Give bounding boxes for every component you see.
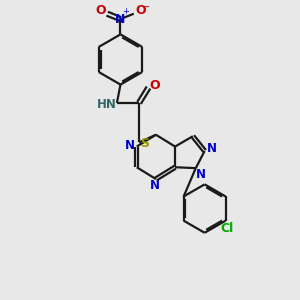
Text: S: S bbox=[140, 137, 149, 150]
Text: HN: HN bbox=[97, 98, 116, 111]
Text: −: − bbox=[142, 2, 150, 12]
Text: N: N bbox=[115, 13, 126, 26]
Text: O: O bbox=[149, 79, 160, 92]
Text: N: N bbox=[196, 167, 206, 181]
Text: Cl: Cl bbox=[220, 222, 234, 236]
Text: N: N bbox=[125, 139, 135, 152]
Text: O: O bbox=[135, 4, 146, 17]
Text: N: N bbox=[207, 142, 217, 155]
Text: O: O bbox=[95, 4, 106, 17]
Text: N: N bbox=[150, 179, 160, 192]
Text: +: + bbox=[122, 7, 129, 16]
